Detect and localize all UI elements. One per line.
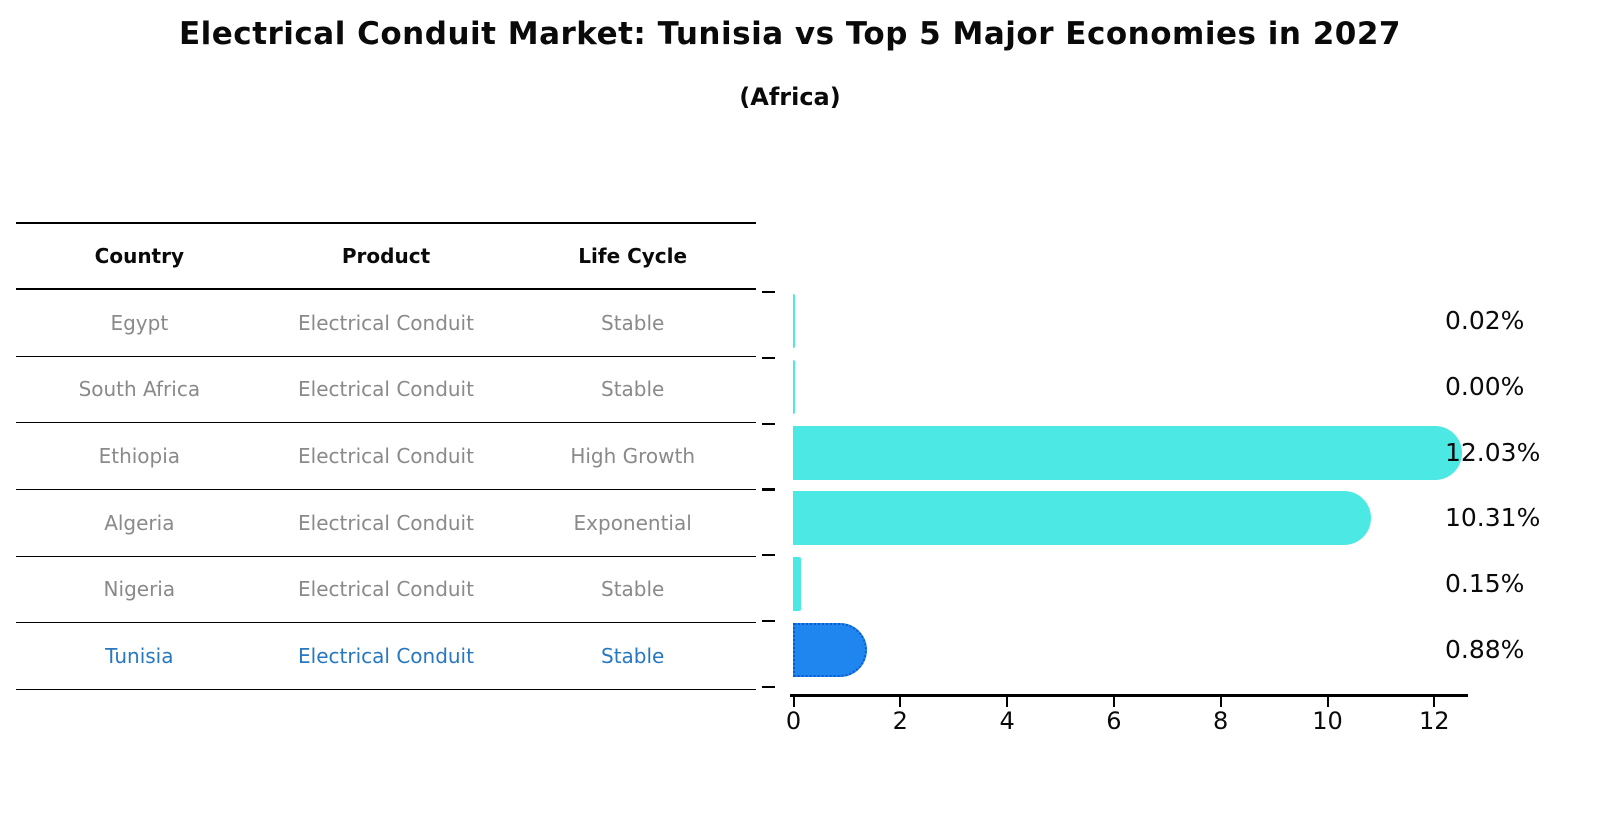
table-cell-country: Nigeria bbox=[103, 577, 176, 602]
value-label: 0.00% bbox=[1445, 371, 1525, 401]
table-cell-life-cycle: Stable bbox=[601, 577, 665, 602]
x-axis-line bbox=[790, 694, 1468, 697]
y-axis-tick bbox=[762, 291, 775, 294]
x-tick-label: 4 bbox=[999, 707, 1015, 735]
y-axis-tick bbox=[762, 554, 775, 557]
x-tick-label: 10 bbox=[1312, 707, 1343, 735]
x-tick-label: 6 bbox=[1106, 707, 1122, 735]
table-cell-product: Electrical Conduit bbox=[298, 644, 474, 669]
table-header-row: Country Product Life Cycle bbox=[16, 222, 756, 290]
table-cell-life-cycle: Stable bbox=[601, 310, 665, 335]
bar-ethiopia bbox=[793, 425, 1463, 480]
table-cell-life-cycle: Stable bbox=[601, 377, 665, 402]
y-axis-tick bbox=[762, 356, 775, 359]
y-axis-tick bbox=[762, 685, 775, 688]
table-row: Tunisia Electrical Conduit Stable bbox=[16, 623, 756, 690]
table-cell-product: Electrical Conduit bbox=[298, 377, 474, 402]
x-axis-tick bbox=[1326, 696, 1329, 707]
y-axis-tick bbox=[762, 422, 775, 425]
x-tick-label: 8 bbox=[1213, 707, 1229, 735]
table-cell-country: Algeria bbox=[104, 510, 175, 535]
col-header-lifecycle: Life Cycle bbox=[578, 244, 688, 268]
bar-south-africa bbox=[793, 359, 795, 414]
country-table: Country Product Life Cycle Egypt Electric… bbox=[16, 222, 756, 690]
chart-title: Electrical Conduit Market: Tunisia vs To… bbox=[178, 16, 1401, 52]
y-axis-tick bbox=[762, 488, 775, 491]
x-tick-label: 2 bbox=[892, 707, 908, 735]
value-label: 10.31% bbox=[1445, 503, 1541, 533]
value-label: 12.03% bbox=[1445, 437, 1541, 467]
table-row: Ethiopia Electrical Conduit High Growth bbox=[16, 423, 756, 490]
table-cell-country: Ethiopia bbox=[98, 444, 181, 469]
table-cell-life-cycle: High Growth bbox=[570, 444, 696, 469]
x-axis-tick bbox=[792, 696, 795, 707]
x-axis-tick bbox=[899, 696, 902, 707]
table-cell-life-cycle: Stable bbox=[601, 644, 665, 669]
bar-nigeria bbox=[793, 557, 801, 612]
table-row: South Africa Electrical Conduit Stable bbox=[16, 357, 756, 424]
value-label: 0.02% bbox=[1445, 306, 1525, 335]
x-tick-label: 12 bbox=[1419, 707, 1450, 735]
x-tick-label: 0 bbox=[785, 707, 802, 735]
bar-algeria bbox=[793, 491, 1371, 546]
table-row: Nigeria Electrical Conduit Stable bbox=[16, 557, 756, 624]
bar-highlight-tunisia bbox=[793, 623, 867, 677]
table-cell-life-cycle: Exponential bbox=[573, 510, 692, 535]
table-cell-country: Tunisia bbox=[105, 644, 174, 669]
col-header-country: Country bbox=[94, 244, 185, 268]
table-row: Egypt Electrical Conduit Stable bbox=[16, 290, 756, 357]
table-cell-product: Electrical Conduit bbox=[298, 310, 474, 335]
chart-subtitle: (Africa) bbox=[739, 83, 841, 111]
table-cell-product: Electrical Conduit bbox=[298, 577, 474, 602]
x-axis-tick bbox=[1433, 696, 1436, 707]
x-axis-tick bbox=[1006, 696, 1009, 707]
table-cell-country: Egypt bbox=[110, 310, 169, 335]
col-header-product: Product bbox=[341, 244, 431, 268]
table-cell-country: South Africa bbox=[78, 377, 201, 402]
bar-egypt bbox=[793, 294, 795, 348]
table-body: Egypt Electrical Conduit Stable South Afric… bbox=[16, 290, 756, 690]
y-axis-tick bbox=[762, 620, 775, 623]
x-axis-tick bbox=[1112, 696, 1115, 707]
table-cell-product: Electrical Conduit bbox=[298, 510, 474, 535]
value-label: 0.15% bbox=[1445, 569, 1525, 599]
value-label: 0.88% bbox=[1445, 635, 1525, 664]
table-cell-product: Electrical Conduit bbox=[298, 444, 474, 469]
table-row: Algeria Electrical Conduit Exponential bbox=[16, 490, 756, 557]
x-axis-tick bbox=[1219, 696, 1222, 707]
